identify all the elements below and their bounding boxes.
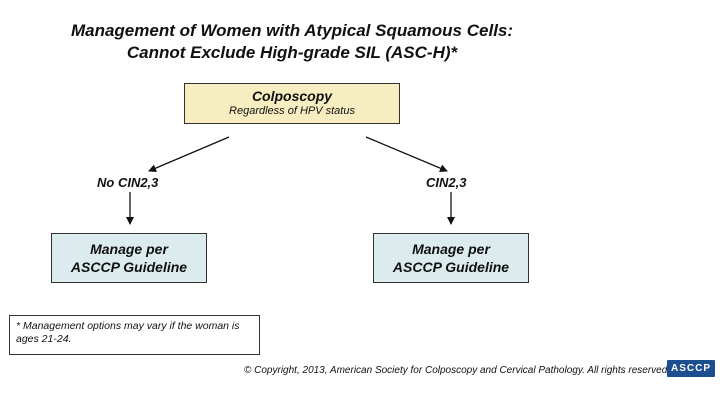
outcome-left-line-1: Manage per	[90, 241, 168, 257]
arrow-to-no-cin	[148, 136, 230, 172]
colposcopy-sublabel: Regardless of HPV status	[229, 105, 355, 117]
copyright-notice: © Copyright, 2013, American Society for …	[244, 365, 671, 376]
asccp-logo: ASCCP	[667, 360, 715, 377]
outcome-box-right: Manage per ASCCP Guideline	[373, 233, 529, 283]
outcome-left-line-2: ASCCP Guideline	[70, 259, 188, 275]
footnote-box: * Management options may vary if the wom…	[9, 315, 260, 355]
logo-text: ASCCP	[670, 363, 711, 374]
diagram-title: Management of Women with Atypical Squamo…	[0, 20, 584, 64]
branch-label-no-cin: No CIN2,3	[97, 175, 159, 190]
colposcopy-label: Colposcopy	[251, 88, 333, 104]
colposcopy-box: Colposcopy Regardless of HPV status	[184, 83, 400, 124]
title-line-1: Management of Women with Atypical Squamo…	[70, 21, 514, 40]
outcome-right-line-1: Manage per	[412, 241, 490, 257]
title-line-2: Cannot Exclude High-grade SIL (ASC-H)*	[126, 43, 458, 62]
outcome-box-left: Manage per ASCCP Guideline	[51, 233, 207, 283]
branch-label-cin: CIN2,3	[426, 175, 467, 190]
footnote-text: * Management options may vary if the wom…	[16, 320, 240, 345]
arrow-to-cin	[365, 136, 448, 172]
outcome-right-line-2: ASCCP Guideline	[392, 259, 510, 275]
